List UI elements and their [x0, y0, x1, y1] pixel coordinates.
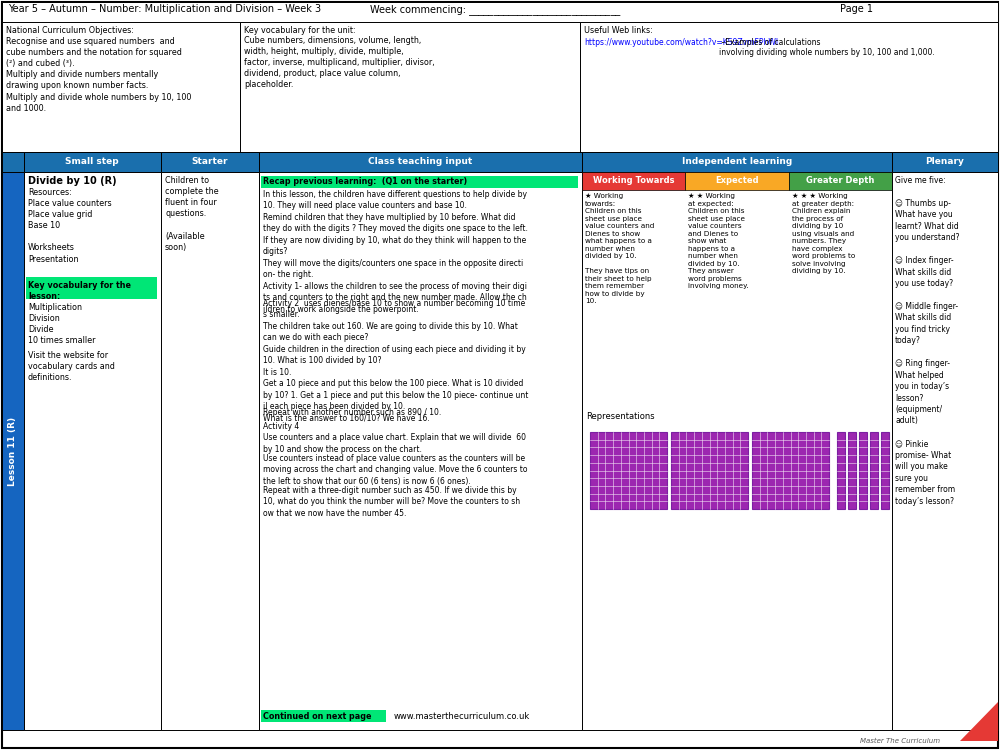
Bar	[259, 172, 582, 730]
Bar	[582, 152, 892, 172]
Bar	[261, 710, 386, 722]
Bar	[582, 172, 892, 730]
Bar	[2, 172, 24, 730]
Text: Repeat with a three-digit number such as 450. If we divide this by
10, what do y: Repeat with a three-digit number such as…	[263, 486, 520, 518]
Bar	[2, 22, 240, 152]
Text: –Examples of calculations
involving dividing whole numbers by 10, 100 and 1,000.: –Examples of calculations involving divi…	[719, 38, 935, 58]
Text: ★ Working
towards:
Children on this
sheet use place
value counters and
Dienes to: ★ Working towards: Children on this shee…	[585, 193, 654, 304]
Bar	[2, 2, 998, 22]
Text: Resources:
Place value counters
Place value grid
Base 10

Worksheets
Presentatio: Resources: Place value counters Place va…	[28, 188, 112, 263]
Bar	[161, 152, 259, 172]
Text: Starter: Starter	[192, 157, 228, 166]
Bar	[837, 432, 845, 508]
Text: ★ ★ ★ Working
at greater depth:
Children explain
the process of
dividing by 10
u: ★ ★ ★ Working at greater depth: Children…	[792, 193, 855, 274]
Text: Class teaching input: Class teaching input	[368, 157, 472, 166]
Bar	[580, 22, 998, 152]
Bar	[261, 176, 578, 188]
Text: https://www.youtube.com/watch?v=KS9ZvmFPhWI: https://www.youtube.com/watch?v=KS9ZvmFP…	[584, 38, 778, 47]
Bar	[259, 152, 582, 172]
Bar	[26, 277, 157, 299]
Bar	[870, 432, 878, 508]
Text: Year 5 – Autumn – Number: Multiplication and Division – Week 3: Year 5 – Autumn – Number: Multiplication…	[8, 4, 321, 14]
Polygon shape	[960, 702, 998, 741]
Bar	[24, 172, 161, 730]
Text: Key vocabulary for the unit:: Key vocabulary for the unit:	[244, 26, 356, 35]
Text: Give me five:

☺ Thumbs up-
What have you
learnt? What did
you understand?

☺ In: Give me five: ☺ Thumbs up- What have you…	[895, 176, 960, 506]
Text: Recap previous learning:  (Q1 on the starter): Recap previous learning: (Q1 on the star…	[263, 177, 467, 186]
Text: Plenary: Plenary	[926, 157, 964, 166]
Text: ★ ★ Working
at expected:
Children on this
sheet use place
value counters
and Die: ★ ★ Working at expected: Children on thi…	[688, 193, 749, 289]
Text: Expected: Expected	[715, 176, 759, 185]
Text: Continued on next page: Continued on next page	[263, 712, 372, 721]
Text: Activity 2  uses dienes/base 10 to show a number becoming 10 time
s smaller.: Activity 2 uses dienes/base 10 to show a…	[263, 299, 525, 320]
Text: Activity 4
Use counters and a place value chart. Explain that we will divide  60: Activity 4 Use counters and a place valu…	[263, 422, 526, 454]
Text: Independent learning: Independent learning	[682, 157, 792, 166]
Text: www.masterthecurriculum.co.uk: www.masterthecurriculum.co.uk	[394, 712, 530, 721]
Bar	[881, 432, 889, 508]
Text: Useful Web links:: Useful Web links:	[584, 26, 653, 35]
Text: Divide by 10 (R): Divide by 10 (R)	[28, 176, 117, 186]
Bar	[789, 172, 892, 190]
Bar	[2, 152, 24, 172]
Text: National Curriculum Objectives:
Recognise and use squared numbers  and
cube numb: National Curriculum Objectives: Recognis…	[6, 26, 191, 112]
Text: Working Towards: Working Towards	[593, 176, 674, 185]
Bar	[859, 432, 867, 508]
Text: Children to
complete the
fluent in four
questions.

(Available
soon): Children to complete the fluent in four …	[165, 176, 219, 251]
Text: Cube numbers, dimensions, volume, length,
width, height, multiply, divide, multi: Cube numbers, dimensions, volume, length…	[244, 36, 435, 89]
Bar	[848, 432, 856, 508]
Bar	[582, 172, 685, 190]
Text: Remind children that they have multiplied by 10 before. What did
they do with th: Remind children that they have multiplie…	[263, 213, 528, 314]
Bar	[240, 22, 580, 152]
Text: Representations: Representations	[586, 412, 655, 421]
Text: Multiplication
Division
Divide
10 times smaller: Multiplication Division Divide 10 times …	[28, 303, 96, 345]
Text: Small step: Small step	[65, 157, 119, 166]
Text: In this lesson, the children have different questions to help divide by
10. They: In this lesson, the children have differ…	[263, 190, 527, 211]
Text: Repeat with another number such as 890 / 10.: Repeat with another number such as 890 /…	[263, 408, 441, 417]
Bar	[685, 172, 789, 190]
Bar	[161, 172, 259, 730]
Bar	[671, 432, 748, 508]
Bar	[892, 172, 998, 730]
Text: Master The Curriculum: Master The Curriculum	[860, 738, 940, 744]
Text: Use counters instead of place value counters as the counters will be
moving acro: Use counters instead of place value coun…	[263, 454, 528, 486]
Text: Key vocabulary for the
lesson:: Key vocabulary for the lesson:	[28, 281, 131, 301]
Text: Greater Depth: Greater Depth	[806, 176, 875, 185]
Text: Lesson 11 (R): Lesson 11 (R)	[8, 416, 18, 485]
Bar	[892, 152, 998, 172]
Bar	[752, 432, 828, 508]
Bar	[24, 152, 161, 172]
Text: Week commencing: _______________________________: Week commencing: _______________________…	[370, 4, 620, 15]
Text: The children take out 160. We are going to divide this by 10. What
can we do wit: The children take out 160. We are going …	[263, 322, 528, 422]
Text: Page 1: Page 1	[840, 4, 873, 14]
Bar	[590, 432, 666, 508]
Text: Visit the website for
vocabulary cards and
definitions.: Visit the website for vocabulary cards a…	[28, 351, 115, 382]
